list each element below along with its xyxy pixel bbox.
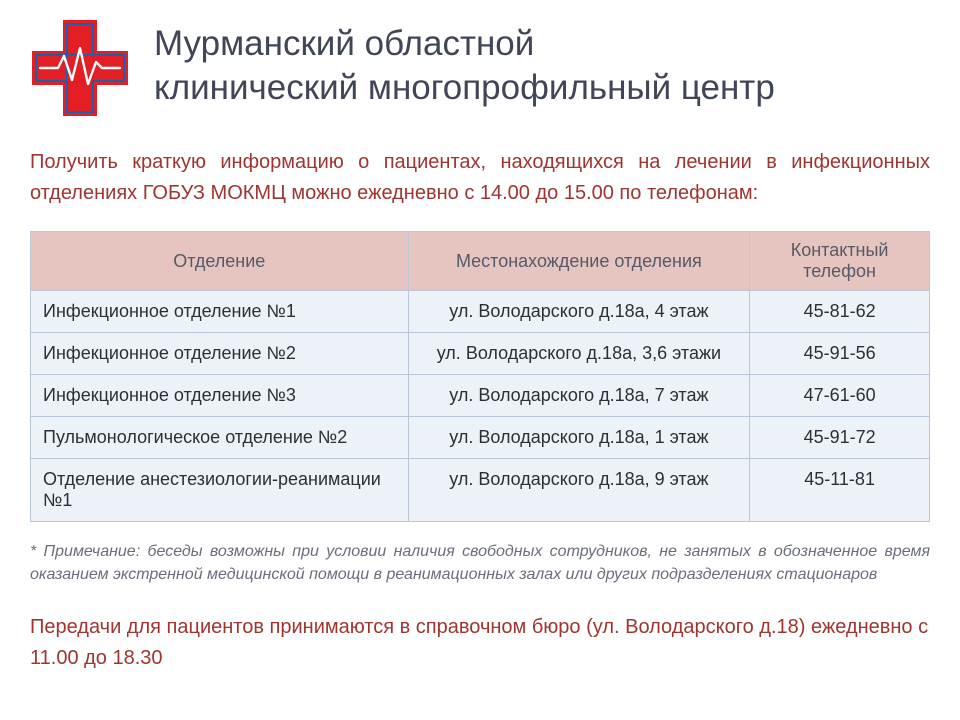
cell-phone: 47-61-60 <box>750 375 930 417</box>
table-row: Отделение анестезиологии-реанимации №1 у… <box>31 459 930 522</box>
cell-department: Инфекционное отделение №3 <box>31 375 409 417</box>
title-line-2: клинический многопрофильный центр <box>154 68 775 107</box>
cell-phone: 45-91-56 <box>750 333 930 375</box>
header: Мурманский областной клинический многопр… <box>30 18 930 123</box>
delivery-info: Передачи для пациентов принимаются в спр… <box>30 612 930 674</box>
page: Мурманский областной клинический многопр… <box>0 0 960 694</box>
medical-cross-logo <box>30 18 130 123</box>
cell-phone: 45-11-81 <box>750 459 930 522</box>
cell-location: ул. Володарского д.18а, 7 этаж <box>408 375 750 417</box>
col-header-location: Местонахождение отделения <box>408 232 750 291</box>
table-row: Инфекционное отделение №1 ул. Володарско… <box>31 291 930 333</box>
intro-paragraph: Получить краткую информацию о пациентах,… <box>30 147 930 209</box>
col-header-department: Отделение <box>31 232 409 291</box>
table-row: Инфекционное отделение №3 ул. Володарско… <box>31 375 930 417</box>
table-body: Инфекционное отделение №1 ул. Володарско… <box>31 291 930 522</box>
table-row: Пульмонологическое отделение №2 ул. Воло… <box>31 417 930 459</box>
table-row: Инфекционное отделение №2 ул. Володарско… <box>31 333 930 375</box>
col-header-phone: Контактный телефон <box>750 232 930 291</box>
cell-location: ул. Володарского д.18а, 4 этаж <box>408 291 750 333</box>
cell-phone: 45-81-62 <box>750 291 930 333</box>
cell-phone: 45-91-72 <box>750 417 930 459</box>
cell-location: ул. Володарского д.18а, 3,6 этажи <box>408 333 750 375</box>
page-title: Мурманский областной клинический многопр… <box>154 18 775 110</box>
footnote: * Примечание: беседы возможны при услови… <box>30 540 930 586</box>
departments-table: Отделение Местонахождение отделения Конт… <box>30 231 930 522</box>
cell-department: Инфекционное отделение №1 <box>31 291 409 333</box>
cell-department: Пульмонологическое отделение №2 <box>31 417 409 459</box>
cell-location: ул. Володарского д.18а, 9 этаж <box>408 459 750 522</box>
table-head: Отделение Местонахождение отделения Конт… <box>31 232 930 291</box>
cell-department: Инфекционное отделение №2 <box>31 333 409 375</box>
cell-location: ул. Володарского д.18а, 1 этаж <box>408 417 750 459</box>
cell-department: Отделение анестезиологии-реанимации №1 <box>31 459 409 522</box>
title-line-1: Мурманский областной <box>154 24 534 63</box>
table-header-row: Отделение Местонахождение отделения Конт… <box>31 232 930 291</box>
medical-cross-icon <box>30 18 130 118</box>
